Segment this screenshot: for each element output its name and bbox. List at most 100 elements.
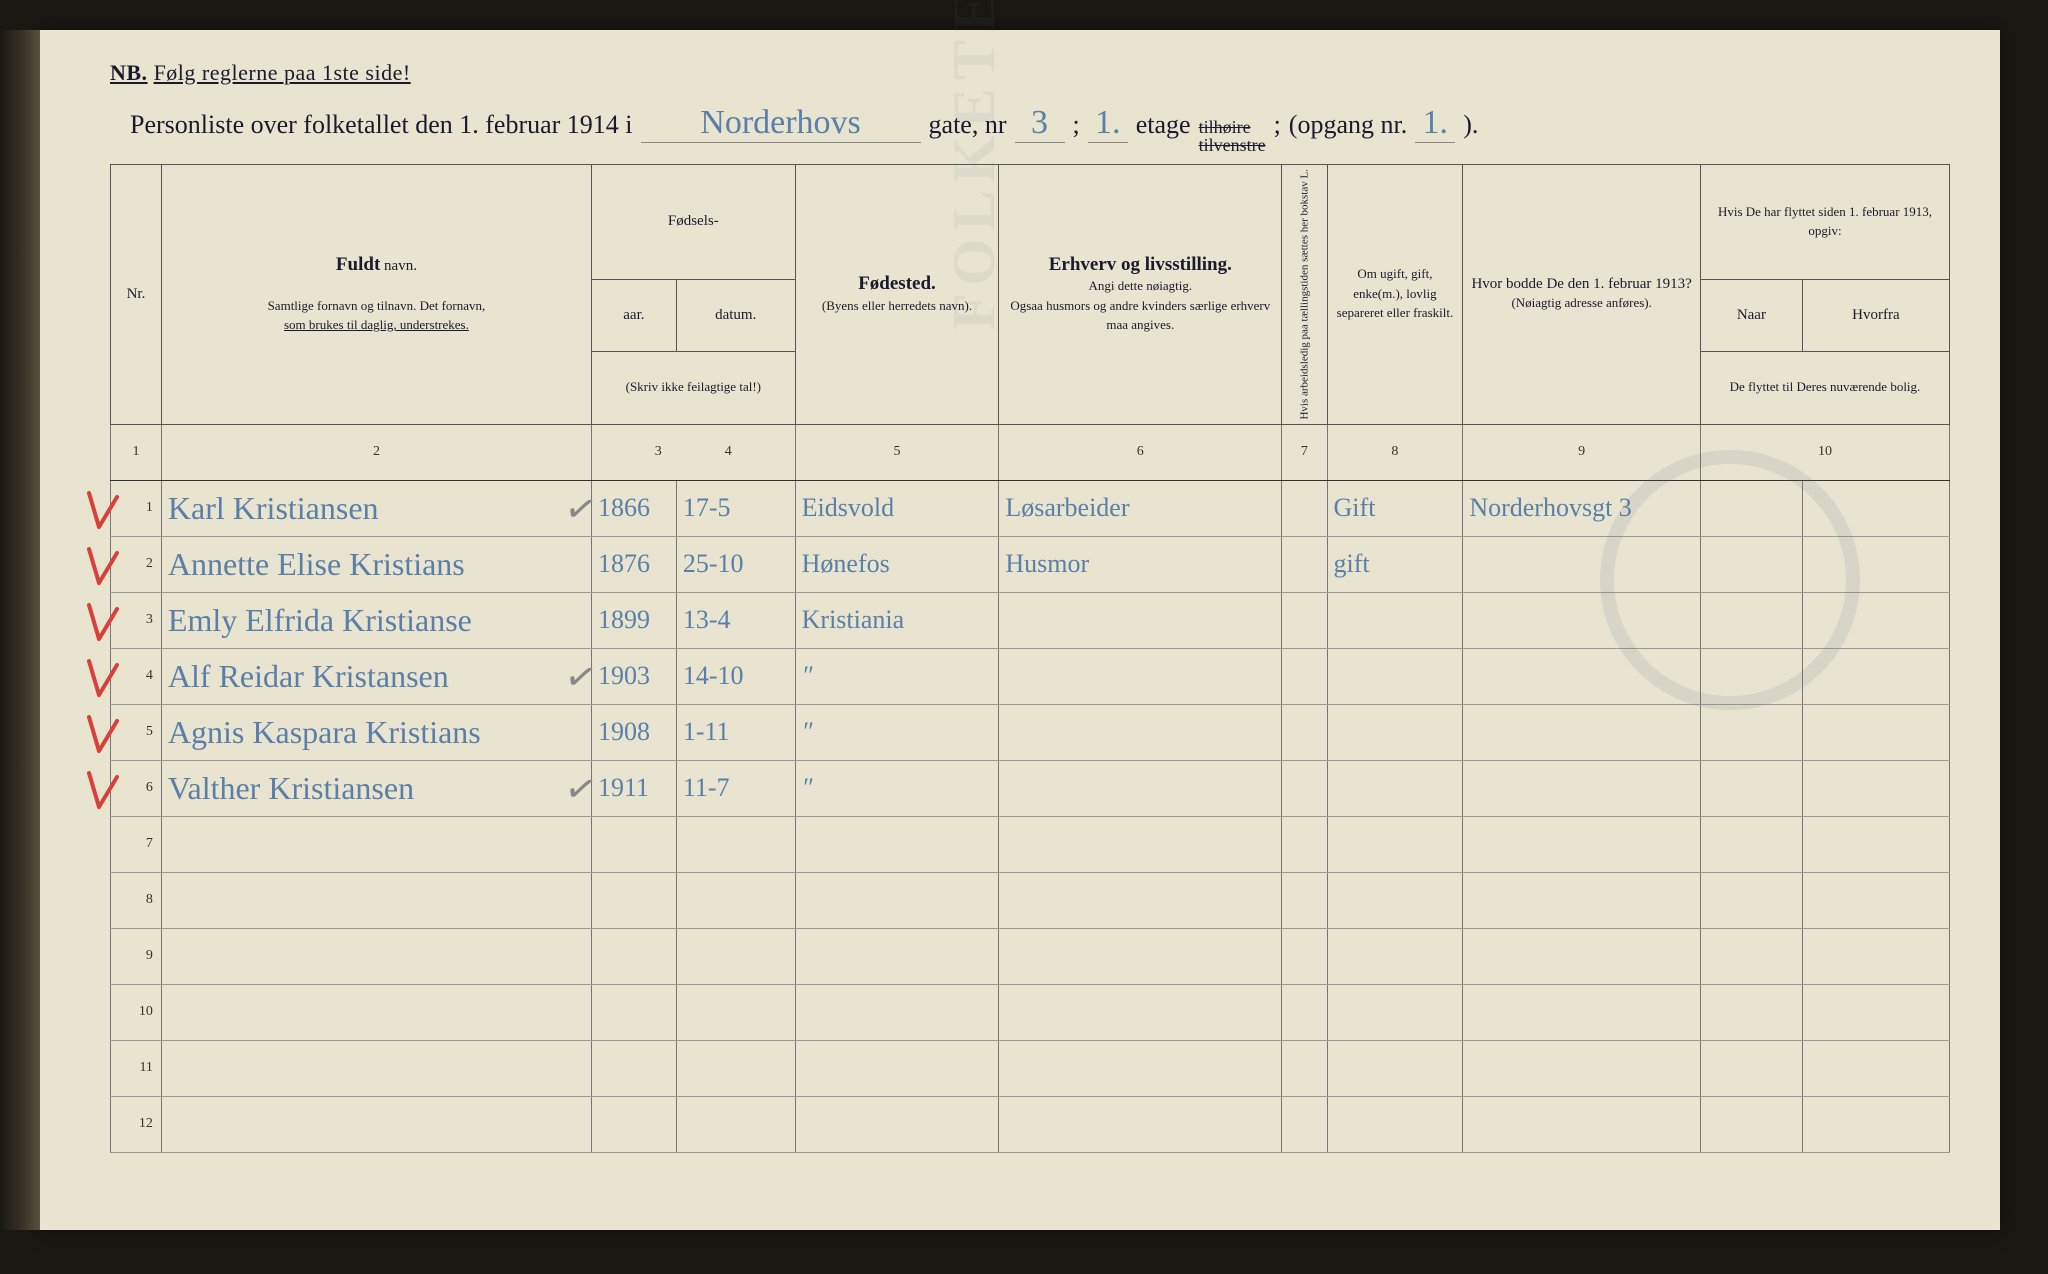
table-row: 8 <box>111 872 1950 928</box>
gate-label: gate, nr <box>929 110 1007 140</box>
row-nr: 5 <box>111 704 162 760</box>
row-col10a <box>1700 760 1802 816</box>
row-fodested <box>795 984 999 1040</box>
colnum-2: 2 <box>161 424 591 480</box>
row-name: Valther Kristiansen✓ <box>161 760 591 816</box>
row-col7 <box>1282 480 1327 536</box>
row-fodested: Eidsvold <box>795 480 999 536</box>
census-table: 1 2 3 4 5 6 7 8 9 10 Nr. Fuldt navn. Sam… <box>110 164 1950 1153</box>
row-name: Annette Elise Kristians <box>161 536 591 592</box>
hdr-aar-sub: (Skriv ikke feilagtige tal!) <box>591 352 795 424</box>
row-nr: 7 <box>111 816 162 872</box>
row-col9 <box>1463 816 1701 872</box>
row-erhverv <box>999 592 1282 648</box>
hdr-col8: Om ugift, gift, enke(m.), lovlig separer… <box>1327 165 1463 425</box>
row-col9 <box>1463 984 1701 1040</box>
row-name <box>161 928 591 984</box>
row-nr: 11 <box>111 1040 162 1096</box>
row-col9 <box>1463 1040 1701 1096</box>
row-col10b <box>1802 704 1949 760</box>
row-erhverv <box>999 984 1282 1040</box>
red-check-icon <box>83 769 123 813</box>
row-col7 <box>1282 1096 1327 1152</box>
row-aar <box>591 928 676 984</box>
row-nr: 8 <box>111 872 162 928</box>
hdr-fodsels: Fødsels- <box>591 165 795 280</box>
row-datum: 1-11 <box>676 704 795 760</box>
row-aar: 1866 <box>591 480 676 536</box>
colnum-5: 5 <box>795 424 999 480</box>
colnum-7: 7 <box>1282 424 1327 480</box>
row-col10b <box>1802 984 1949 1040</box>
row-col10a <box>1700 1096 1802 1152</box>
row-nr: 4 <box>111 648 162 704</box>
table-body: 1Karl Kristiansen✓186617-5EidsvoldLøsarb… <box>111 480 1950 1152</box>
row-col10a <box>1700 1040 1802 1096</box>
row-name: Karl Kristiansen✓ <box>161 480 591 536</box>
semicolon2: ; <box>1274 110 1281 140</box>
hdr-hvorfra: Hvorfra <box>1802 280 1949 352</box>
row-datum <box>676 984 795 1040</box>
colnum-3-4: 3 4 <box>591 424 795 480</box>
nb-label: NB. <box>110 60 148 85</box>
title-close: ). <box>1463 110 1478 140</box>
etage-value: 1. <box>1088 104 1128 143</box>
row-col7 <box>1282 760 1327 816</box>
row-col10a <box>1700 480 1802 536</box>
row-col9 <box>1463 1096 1701 1152</box>
row-col8 <box>1327 1040 1463 1096</box>
title-prefix: Personliste over folketallet den 1. febr… <box>130 110 633 140</box>
row-datum <box>676 1040 795 1096</box>
hdr-aar: aar. <box>591 280 676 352</box>
row-col10b <box>1802 760 1949 816</box>
red-check-icon <box>83 601 123 645</box>
column-number-row: 1 2 3 4 5 6 7 8 9 10 <box>111 424 1950 480</box>
row-col9 <box>1463 704 1701 760</box>
row-fodested <box>795 928 999 984</box>
table-row: 5Agnis Kaspara Kristians19081-11″ <box>111 704 1950 760</box>
row-col8 <box>1327 872 1463 928</box>
row-col9 <box>1463 648 1701 704</box>
row-datum <box>676 816 795 872</box>
row-aar <box>591 872 676 928</box>
row-fodested: ″ <box>795 760 999 816</box>
row-col7 <box>1282 872 1327 928</box>
table-row: 11 <box>111 1040 1950 1096</box>
table-header: Nr. Fuldt navn. Samtlige fornavn og tiln… <box>111 165 1950 425</box>
row-col8: gift <box>1327 536 1463 592</box>
row-col8 <box>1327 1096 1463 1152</box>
row-aar <box>591 984 676 1040</box>
row-erhverv <box>999 816 1282 872</box>
row-col10b <box>1802 1040 1949 1096</box>
row-fodested: Hønefos <box>795 536 999 592</box>
row-erhverv <box>999 928 1282 984</box>
etage-label: etage <box>1136 110 1191 140</box>
hdr-nr: Nr. <box>111 165 162 425</box>
colnum-1: 1 <box>111 424 162 480</box>
row-aar: 1908 <box>591 704 676 760</box>
row-col10a <box>1700 592 1802 648</box>
row-erhverv <box>999 760 1282 816</box>
row-name: Emly Elfrida Kristianse <box>161 592 591 648</box>
row-fodested <box>795 816 999 872</box>
row-col10a <box>1700 872 1802 928</box>
hdr-erhverv: Erhverv og livsstilling. Angi dette nøia… <box>999 165 1282 425</box>
table-row: 12 <box>111 1096 1950 1152</box>
census-form-page: NB. Følg reglerne paa 1ste side! Personl… <box>40 30 2000 1230</box>
row-aar <box>591 816 676 872</box>
row-erhverv <box>999 872 1282 928</box>
hdr-naar: Naar <box>1700 280 1802 352</box>
row-fodested <box>795 1096 999 1152</box>
opgang-label: (opgang nr. <box>1289 110 1407 140</box>
row-name <box>161 1096 591 1152</box>
row-col9 <box>1463 928 1701 984</box>
row-fodested: Kristiania <box>795 592 999 648</box>
row-col9 <box>1463 760 1701 816</box>
gate-nr-value: 3 <box>1015 104 1065 143</box>
ditto-mark: ″ <box>802 661 813 690</box>
hdr-datum: datum. <box>676 280 795 352</box>
row-nr: 2 <box>111 536 162 592</box>
row-fodested <box>795 872 999 928</box>
form-title-line: Personliste over folketallet den 1. febr… <box>130 104 1950 154</box>
hdr-col10-sub: De flyttet til Deres nuværende bolig. <box>1700 352 1949 424</box>
